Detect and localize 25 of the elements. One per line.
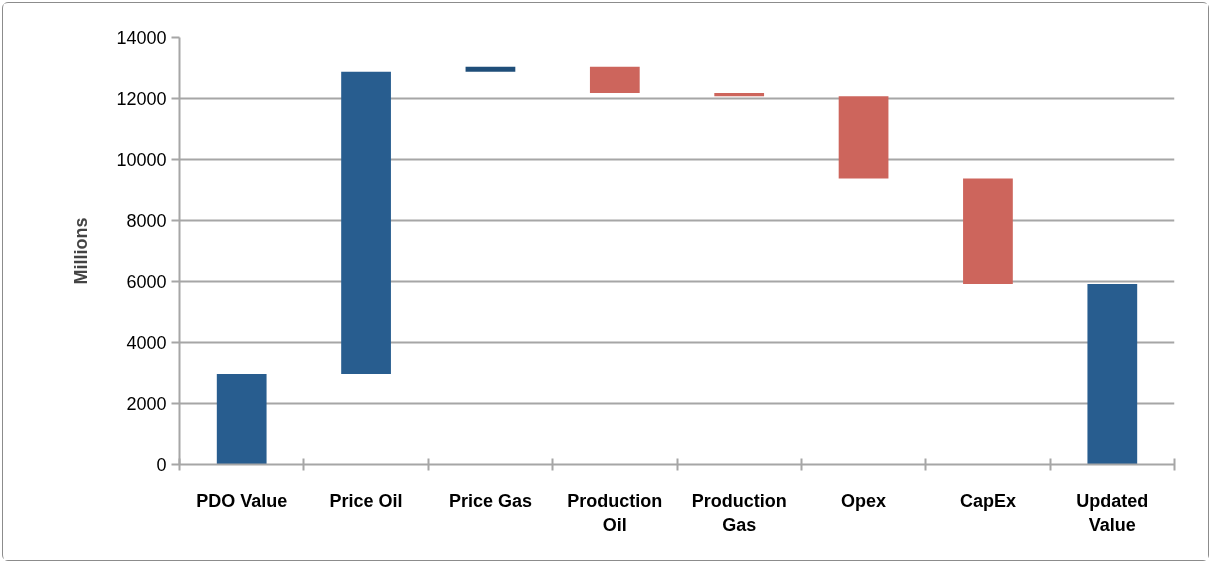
y-axis-title: Millions [71,217,92,285]
x-tick-label: Opex [841,490,887,511]
bar [1087,283,1138,465]
bar [216,373,267,465]
bar [714,93,765,97]
x-tick-label: Price Oil [329,490,403,511]
x-tick-label: Production Gas [691,490,787,535]
y-tick-label: 10000 [116,150,167,170]
y-tick-label: 6000 [126,272,167,292]
x-tick-label: Production Oil [567,490,663,535]
bar [838,96,889,179]
x-tick-label: Price Gas [448,490,532,511]
y-tick-label: 8000 [126,211,167,231]
y-tick-label: 0 [156,455,167,475]
y-tick-label: 12000 [116,89,167,109]
bar [963,178,1013,284]
y-tick-label: 4000 [126,333,167,353]
bar [465,66,516,72]
y-tick-label: 2000 [126,394,167,414]
x-tick-label: CapEx [959,490,1016,511]
x-tick-label: Updated Value [1076,490,1149,535]
x-tick-label: PDO Value [196,490,288,511]
bar [341,71,391,374]
y-tick-label: 14000 [116,28,167,48]
bar [589,66,640,94]
